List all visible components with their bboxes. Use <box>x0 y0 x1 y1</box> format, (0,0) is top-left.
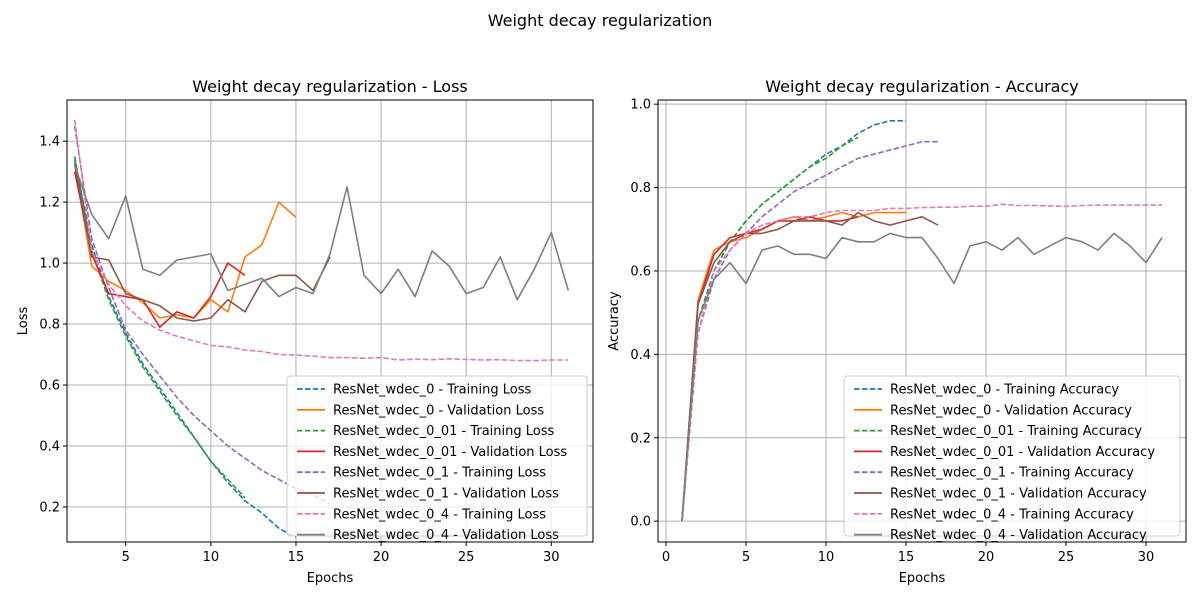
loss-x-tick-label: 20 <box>373 550 390 565</box>
accuracy-legend-label-6: ResNet_wdec_0_4 - Training Accuracy <box>890 507 1134 522</box>
loss-x-tick-label: 30 <box>543 550 560 565</box>
accuracy-series-line-1 <box>681 211 906 522</box>
loss-y-tick-label: 0.6 <box>39 379 60 394</box>
loss-legend-label-7: ResNet_wdec_0_4 - Validation Loss <box>333 528 559 543</box>
loss-series-line-0 <box>73 159 297 539</box>
loss-chart-title: Weight decay regularization - Loss <box>192 77 468 96</box>
loss-y-tick-label: 0.4 <box>39 439 60 454</box>
accuracy-y-tick-label: 1.0 <box>630 98 651 113</box>
loss-legend-label-5: ResNet_wdec_0_1 - Validation Loss <box>333 487 559 502</box>
loss-legend-label-4: ResNet_wdec_0_1 - Training Loss <box>333 466 546 481</box>
loss-x-axis-label: Epochs <box>307 571 354 586</box>
accuracy-series-line-5 <box>681 211 939 522</box>
loss-series-line-7 <box>73 165 570 301</box>
accuracy-legend-label-2: ResNet_wdec_0_01 - Training Accuracy <box>890 424 1142 439</box>
accuracy-x-tick-label: 30 <box>1138 550 1155 565</box>
loss-y-tick-label: 1.2 <box>39 196 60 211</box>
accuracy-y-axis-label: Accuracy <box>607 291 622 351</box>
accuracy-legend: ResNet_wdec_0 - Training Accuracy ResNet_… <box>843 375 1181 543</box>
accuracy-x-tick-label: 0 <box>662 550 670 565</box>
loss-series-line-6 <box>73 119 569 362</box>
accuracy-series-line-4 <box>681 140 938 522</box>
loss-y-axis-label: Loss <box>16 307 31 336</box>
loss-legend-label-0: ResNet_wdec_0 - Training Loss <box>333 383 531 398</box>
accuracy-y-tick-label: 0.6 <box>630 264 651 279</box>
accuracy-x-tick-label: 5 <box>742 550 750 565</box>
accuracy-series-line-6 <box>681 203 1162 522</box>
figure-title: Weight decay regularization <box>488 11 712 30</box>
loss-legend-label-3: ResNet_wdec_0_01 - Validation Loss <box>333 445 567 460</box>
loss-series-line-2 <box>73 156 246 499</box>
loss-legend-label-2: ResNet_wdec_0_01 - Training Loss <box>333 424 555 439</box>
accuracy-y-tick-label: 0.2 <box>630 431 651 446</box>
accuracy-x-tick-label: 25 <box>1058 550 1075 565</box>
loss-axes-frame <box>66 99 594 543</box>
accuracy-legend-box <box>843 375 1181 537</box>
accuracy-x-axis-label: Epochs <box>899 571 946 586</box>
accuracy-legend-label-1: ResNet_wdec_0 - Validation Accuracy <box>890 403 1132 418</box>
accuracy-x-tick-label: 20 <box>978 550 995 565</box>
accuracy-x-tick-label: 15 <box>898 550 915 565</box>
loss-x-tick-label: 25 <box>458 550 475 565</box>
loss-series-line-3 <box>73 171 246 328</box>
loss-series-line-1 <box>73 165 297 319</box>
accuracy-chart-title: Weight decay regularization - Accuracy <box>765 77 1078 96</box>
accuracy-legend-label-4: ResNet_wdec_0_1 - Training Accuracy <box>890 466 1134 481</box>
accuracy-series-group <box>681 120 1163 522</box>
loss-y-tick-label: 0.8 <box>39 318 60 333</box>
loss-x-tick-label: 15 <box>288 550 305 565</box>
accuracy-legend-label-3: ResNet_wdec_0_01 - Validation Accuracy <box>890 445 1155 460</box>
loss-series-line-5 <box>73 162 331 322</box>
accuracy-legend-label-7: ResNet_wdec_0_4 - Validation Accuracy <box>890 528 1147 543</box>
accuracy-y-tick-label: 0.4 <box>630 348 651 363</box>
loss-x-tick-label: 5 <box>122 550 130 565</box>
accuracy-series-line-7 <box>681 232 1163 522</box>
loss-legend-label-1: ResNet_wdec_0 - Validation Loss <box>333 403 544 418</box>
loss-legend: ResNet_wdec_0 - Training Loss ResNet_wdec… <box>286 375 588 543</box>
loss-legend-label-6: ResNet_wdec_0_4 - Training Loss <box>333 507 546 522</box>
accuracy-chart: 0 5 10 15 20 25 30 0.0 0.2 0.4 0.6 0.8 1.0 Weight dec… <box>607 77 1187 586</box>
loss-chart: 5 10 15 20 25 30 0.2 0.4 0.6 0.8 1.0 1.2 1.4 Weight d… <box>16 77 594 586</box>
accuracy-y-tick-label: 0.0 <box>630 515 651 530</box>
accuracy-x-tick-label: 10 <box>818 550 835 565</box>
loss-x-tick-label: 10 <box>203 550 220 565</box>
accuracy-axes-frame <box>657 99 1187 543</box>
accuracy-legend-label-5: ResNet_wdec_0_1 - Validation Accuracy <box>890 487 1147 502</box>
accuracy-y-tick-label: 0.8 <box>630 181 651 196</box>
loss-y-tick-label: 0.2 <box>39 500 60 515</box>
accuracy-legend-label-0: ResNet_wdec_0 - Training Accuracy <box>890 383 1119 398</box>
loss-legend-box <box>286 375 588 537</box>
loss-y-tick-label: 1.4 <box>39 135 60 150</box>
loss-y-tick-label: 1.0 <box>39 257 60 272</box>
